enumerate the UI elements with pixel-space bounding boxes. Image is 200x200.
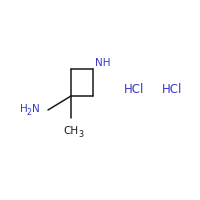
Text: HCl: HCl (124, 83, 144, 96)
Text: N: N (32, 104, 40, 114)
Text: 3: 3 (79, 130, 84, 139)
Text: CH: CH (63, 126, 79, 136)
Text: NH: NH (95, 58, 110, 68)
Text: HCl: HCl (162, 83, 182, 96)
Text: H: H (20, 104, 28, 114)
Text: 2: 2 (26, 108, 31, 117)
